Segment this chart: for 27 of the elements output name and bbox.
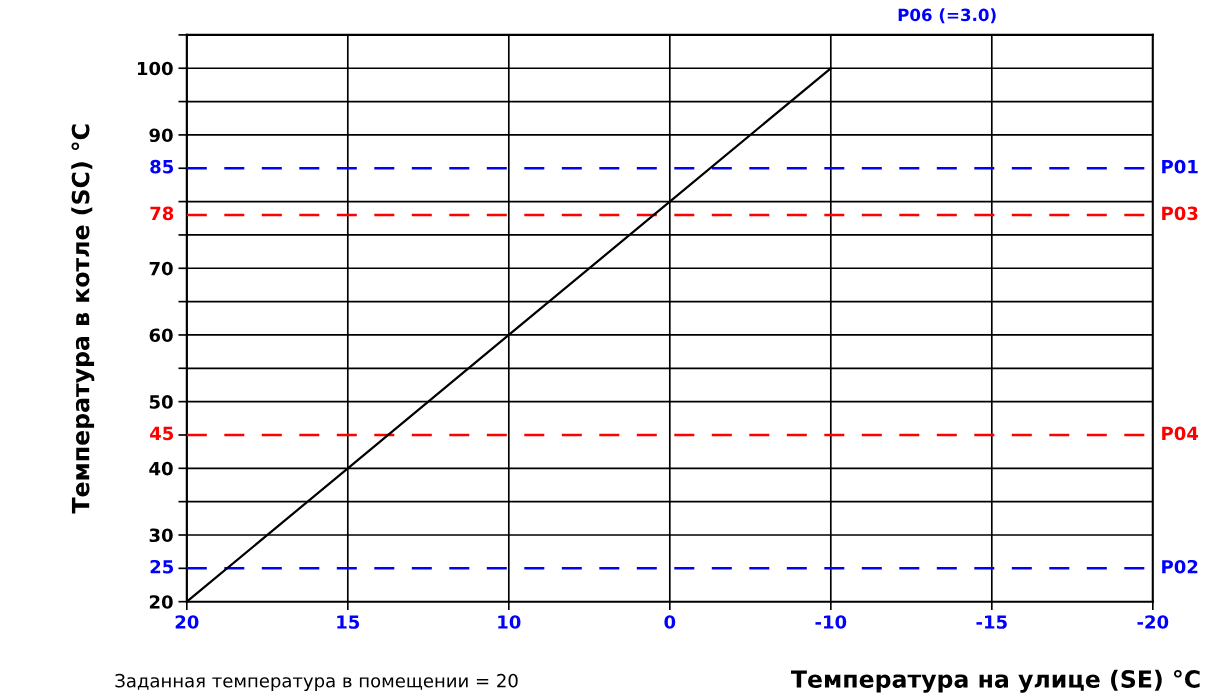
y-axis-title: Температура в котле (SC) °C <box>71 124 95 514</box>
ref-line-label: P03 <box>1162 206 1198 221</box>
text: 85 <box>150 159 174 174</box>
x-tick-label: -20 <box>1137 615 1169 629</box>
y-tick-label: 60 <box>149 328 173 343</box>
x-tick-label: 10 <box>498 615 521 629</box>
text: 78 <box>150 206 174 221</box>
text: 45 <box>150 426 174 441</box>
ref-line-label: P02 <box>1162 559 1198 574</box>
x-tick-label: 15 <box>337 615 360 629</box>
text: P06 (=3.0) <box>898 8 996 24</box>
y-tick-label: 20 <box>149 595 173 609</box>
y-tick-label: 100 <box>137 61 173 76</box>
y-tick-label: 50 <box>149 395 173 409</box>
ref-line-label: P01 <box>1162 159 1198 174</box>
text: 25 <box>150 559 174 574</box>
y-tick-label: 30 <box>149 528 173 543</box>
x-tick-label: -10 <box>815 615 847 629</box>
x-axis-title: Температура на улице (SE) °C <box>791 669 1200 693</box>
x-tick-label: 0 <box>664 615 676 629</box>
y-tick-label: 70 <box>149 261 173 276</box>
x-tick-label: -15 <box>976 615 1007 629</box>
y-tick-label: 40 <box>149 461 173 476</box>
y-tick-label: 90 <box>149 128 173 143</box>
text: Заданная температура в помещении = 20 <box>115 673 518 692</box>
ref-line-label: P04 <box>1162 426 1199 441</box>
x-tick-label: 20 <box>175 615 199 629</box>
